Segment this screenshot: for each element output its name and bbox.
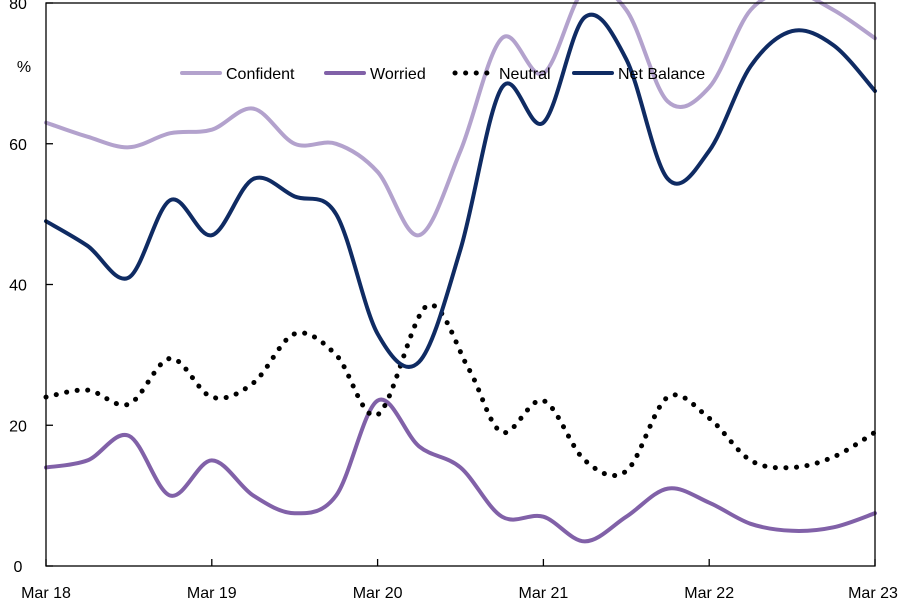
axes-layer: 0 20 40 60 80 Mar 18 Mar 19 Mar 20 Mar 21 Mar 22 M…	[9, 0, 898, 602]
series-line-net-balance	[44, 12, 877, 369]
y-unit-label: %	[17, 59, 31, 76]
x-tick-label: Mar 19	[187, 585, 237, 602]
x-tick-label: Mar 18	[21, 585, 71, 602]
x-tick-label: Mar 20	[353, 585, 403, 602]
x-tick-label: Mar 23	[848, 585, 898, 602]
series-line-neutral	[43, 302, 878, 478]
x-tick-label: Mar 22	[684, 585, 734, 602]
series-line-confident	[44, 0, 877, 238]
y-tick-label: 80	[9, 0, 27, 13]
y-tick-label: 20	[9, 418, 27, 435]
x-tick-label: Mar 21	[519, 585, 569, 602]
y-tick-label: 40	[9, 278, 27, 295]
legend-label-worried: Worried	[370, 66, 426, 83]
legend-label-net-balance: Net Balance	[618, 66, 705, 83]
legend-label-confident: Confident	[226, 66, 295, 83]
series-line-worried	[44, 397, 877, 544]
series-layer	[43, 0, 878, 544]
legend: Confident Worried Neutral Net Balance	[180, 66, 705, 83]
y-tick-label: 60	[9, 137, 27, 154]
legend-label-neutral: Neutral	[499, 66, 551, 83]
y-tick-label: 0	[14, 559, 23, 576]
